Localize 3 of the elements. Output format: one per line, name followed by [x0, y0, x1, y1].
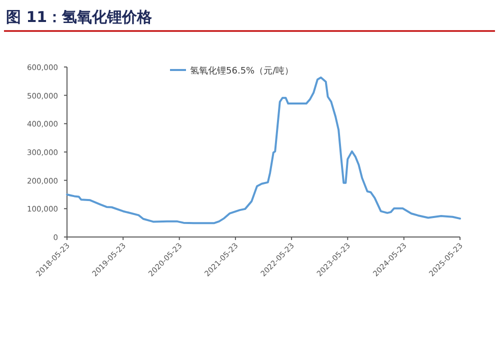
line-series [66, 76, 461, 224]
chart-title: 图 11：氢氧化锂价格 [6, 8, 154, 26]
legend-label: 氢氧化锂56.5%（元/吨） [190, 66, 294, 76]
